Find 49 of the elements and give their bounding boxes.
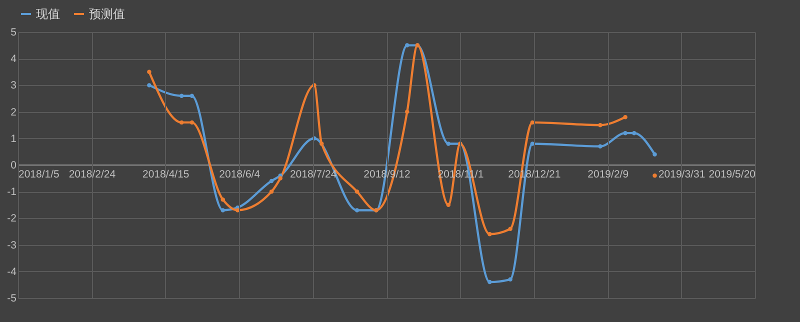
point [598,144,602,148]
x-tick-label: 2018/6/4 [219,168,260,180]
x-tick-label: 2019/2/9 [588,168,629,180]
y-tick-label: 3 [10,80,17,92]
legend-label: 现值 [36,7,60,21]
y-tick-label: 0 [10,160,17,172]
point [220,197,226,202]
x-tick-label: 2018/1/5 [18,168,60,180]
point [488,280,492,284]
point [278,176,282,180]
point [269,189,274,194]
point [147,70,152,74]
y-tick-label: 5 [10,26,17,38]
y-tick-label: -2 [7,212,17,225]
x-tick-label: 2018/4/15 [142,168,190,180]
y-tick-label: -3 [7,239,17,252]
point [405,110,410,114]
x-tick-label: 2018/2/24 [68,168,116,180]
point [320,142,324,146]
point [508,226,512,231]
point [147,83,152,88]
x-tick-label: 2019/5/20 [708,168,756,180]
point [354,208,360,212]
x-tick-label: 2019/3/31 [658,168,706,180]
point [269,178,274,184]
y-tick-label: -1 [7,186,17,198]
y-tick-label: 1 [10,132,17,145]
point [623,130,628,136]
y-tick-label: 2 [10,106,17,118]
point [405,43,410,48]
point [632,130,636,136]
y-tick-label: -5 [7,292,17,304]
point [446,202,451,208]
point [508,277,512,282]
point [190,120,194,125]
point [652,152,657,156]
point [598,122,602,128]
point [652,174,657,178]
point [446,142,451,146]
legend-label: 预测值 [89,7,125,21]
point [190,94,194,98]
point [179,120,184,125]
point [623,115,628,120]
point [354,189,360,194]
y-tick-label: 4 [10,53,17,66]
point [179,94,184,98]
point [220,208,226,212]
point [488,232,492,236]
y-tick-label: -4 [7,266,17,278]
